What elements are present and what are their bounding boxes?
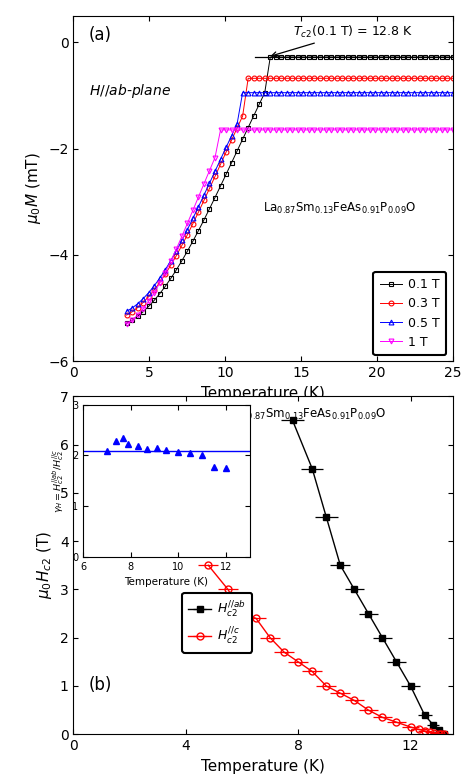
0.1 T: [179, 256, 185, 266]
0.5 T: [234, 119, 240, 128]
0.5 T: [218, 155, 223, 164]
1 T: [218, 125, 223, 134]
Line: 0.1 T: 0.1 T: [124, 54, 455, 326]
0.1 T: [450, 52, 456, 61]
1 T: [334, 125, 339, 134]
0.1 T: [207, 204, 212, 214]
0.5 T: [450, 88, 456, 97]
1 T: [450, 125, 456, 134]
0.5 T: [240, 88, 246, 97]
Line: 0.5 T: 0.5 T: [124, 90, 455, 314]
Text: $H//ab$-plane: $H//ab$-plane: [89, 82, 171, 100]
Text: La$_{0.87}$Sm$_{0.13}$FeAs$_{0.91}$P$_{0.09}$O: La$_{0.87}$Sm$_{0.13}$FeAs$_{0.91}$P$_{0…: [233, 406, 386, 421]
0.5 T: [124, 307, 129, 316]
0.5 T: [207, 179, 212, 188]
0.3 T: [229, 135, 235, 145]
0.1 T: [234, 146, 240, 155]
Text: $T_{c2}$(0.1 T) = 12.8 K: $T_{c2}$(0.1 T) = 12.8 K: [272, 23, 413, 57]
Legend: $H_{c2}^{//ab}$, $H_{c2}^{//c}$: $H_{c2}^{//ab}$, $H_{c2}^{//c}$: [182, 593, 252, 653]
0.5 T: [229, 131, 235, 141]
0.1 T: [334, 52, 339, 61]
Y-axis label: $\mu_0 M$ (mT): $\mu_0 M$ (mT): [24, 152, 43, 225]
0.3 T: [334, 74, 339, 83]
0.5 T: [179, 236, 185, 246]
Y-axis label: $\mu_0 H_{c2}$ (T): $\mu_0 H_{c2}$ (T): [35, 531, 54, 600]
1 T: [207, 166, 212, 176]
Text: La$_{0.87}$Sm$_{0.13}$FeAs$_{0.91}$P$_{0.09}$O: La$_{0.87}$Sm$_{0.13}$FeAs$_{0.91}$P$_{0…: [263, 201, 417, 217]
0.3 T: [207, 184, 212, 193]
1 T: [124, 319, 129, 329]
Line: 1 T: 1 T: [124, 127, 455, 326]
0.1 T: [267, 52, 273, 61]
1 T: [179, 232, 185, 241]
0.1 T: [229, 158, 235, 167]
0.3 T: [450, 74, 456, 83]
Text: (a): (a): [89, 26, 112, 44]
0.1 T: [124, 319, 129, 328]
0.3 T: [179, 241, 185, 250]
0.3 T: [124, 311, 129, 320]
0.3 T: [234, 124, 240, 133]
0.3 T: [218, 159, 223, 169]
1 T: [223, 125, 229, 134]
Legend: 0.1 T, 0.3 T, 0.5 T, 1 T: 0.1 T, 0.3 T, 0.5 T, 1 T: [374, 272, 447, 355]
Text: (b): (b): [89, 676, 112, 694]
0.5 T: [334, 88, 339, 97]
1 T: [234, 125, 240, 134]
0.1 T: [218, 181, 223, 190]
X-axis label: Temperature (K): Temperature (K): [201, 758, 325, 774]
1 T: [240, 125, 246, 134]
X-axis label: Temperature (K): Temperature (K): [201, 385, 325, 401]
0.3 T: [246, 74, 251, 83]
Line: 0.3 T: 0.3 T: [124, 76, 455, 318]
